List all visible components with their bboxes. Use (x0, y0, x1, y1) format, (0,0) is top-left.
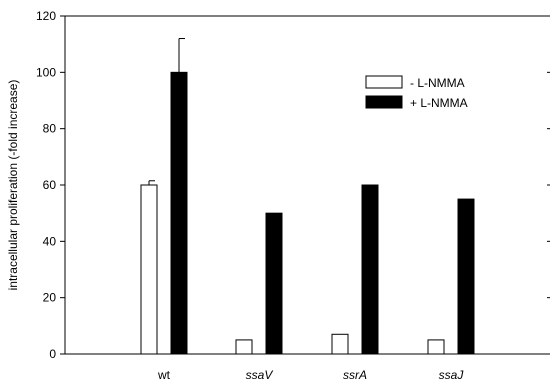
bar-series-1-wt (140, 184, 158, 355)
bar-series-2-ssaJ (457, 198, 475, 355)
bar-series-1-ssaV (235, 339, 253, 355)
legend-label-series-2: + L-NMMA (410, 96, 468, 110)
axes (64, 15, 550, 355)
y-tick-label: 100 (36, 65, 56, 79)
category-label-wt: wt (157, 368, 171, 382)
legend: - L-NMMA + L-NMMA (365, 75, 468, 110)
category-labels: wt ssaV ssrA ssaJ (157, 368, 464, 382)
legend-label-series-1: - L-NMMA (410, 76, 465, 90)
bar-series-1-ssrA (331, 333, 349, 355)
y-ticks: 0 20 40 60 80 100 120 (36, 9, 550, 361)
y-tick-label: 20 (43, 291, 57, 305)
category-label-ssaV: ssaV (246, 368, 274, 382)
legend-swatch-series-1 (365, 75, 403, 89)
legend-swatch-series-2 (365, 95, 403, 109)
bar-series-2-ssaV (265, 212, 283, 355)
y-tick-label: 80 (43, 122, 57, 136)
bar-series-2-wt (170, 71, 188, 355)
bar-series-1-ssaJ (427, 339, 445, 355)
bars (140, 38, 475, 355)
category-label-ssaJ: ssaJ (439, 368, 465, 382)
category-label-ssrA: ssrA (343, 368, 367, 382)
y-tick-label: 120 (36, 9, 56, 23)
bar-series-2-ssrA (361, 184, 379, 355)
y-tick-label: 60 (43, 178, 57, 192)
y-axis-label: intracellular proliferation (-fold incre… (6, 80, 20, 291)
y-tick-label: 40 (43, 234, 57, 248)
y-tick-label: 0 (49, 347, 56, 361)
